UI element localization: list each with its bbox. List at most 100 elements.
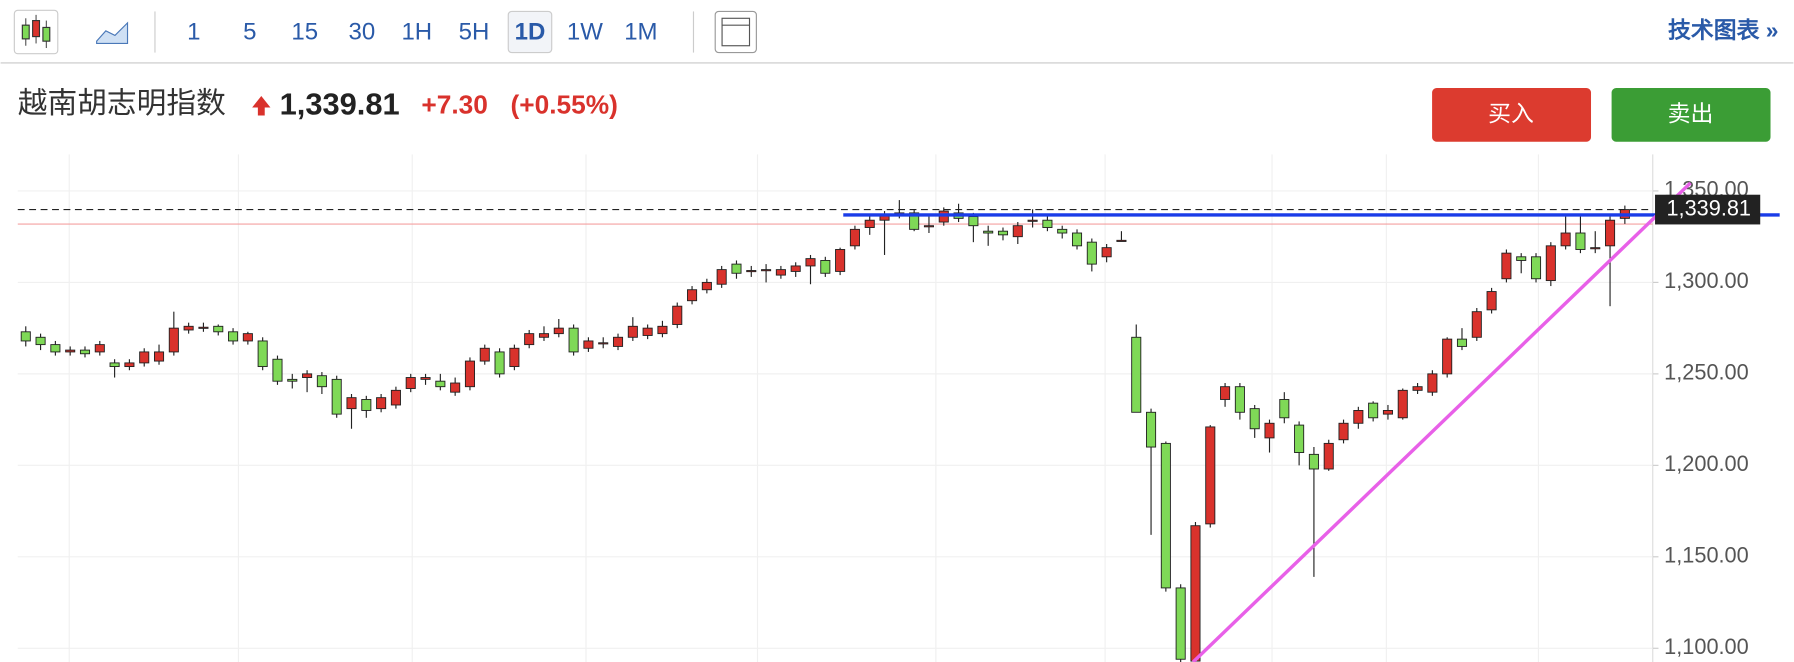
change: +7.30 bbox=[421, 89, 488, 119]
candle-body bbox=[1516, 256, 1527, 261]
candle-body bbox=[1190, 525, 1201, 662]
candle-body bbox=[479, 347, 490, 362]
candle-body bbox=[805, 258, 816, 267]
candle-body bbox=[1116, 239, 1127, 242]
price: 1,339.81 bbox=[280, 86, 400, 121]
index-name: 越南胡志明指数 bbox=[18, 87, 226, 120]
candle-body bbox=[228, 331, 239, 342]
candle-body bbox=[761, 269, 772, 272]
candle-body bbox=[1234, 386, 1245, 413]
candle-body bbox=[1249, 408, 1260, 430]
candle-body bbox=[316, 375, 327, 388]
candle-body bbox=[494, 351, 505, 375]
sell-button[interactable] bbox=[1611, 88, 1771, 142]
up-arrow bbox=[252, 96, 271, 116]
interval[interactable]: 5H bbox=[459, 19, 490, 46]
y-tick-label: 1,100.00 bbox=[1664, 634, 1749, 659]
y-tick-label: 1,150.00 bbox=[1664, 543, 1749, 568]
trend-drawing bbox=[1191, 181, 1692, 662]
candle-body bbox=[1530, 256, 1542, 280]
interval[interactable]: 1D bbox=[515, 19, 546, 46]
sell-label: 卖出 bbox=[1668, 101, 1714, 127]
candle-body bbox=[716, 269, 727, 285]
candle-body bbox=[302, 373, 313, 378]
candle-body bbox=[1057, 228, 1068, 234]
candle-body bbox=[1220, 386, 1231, 400]
candle-body bbox=[524, 333, 535, 346]
candle-body bbox=[272, 358, 283, 382]
candle-body bbox=[1308, 453, 1319, 470]
interval[interactable]: 1H bbox=[401, 19, 432, 46]
area-icon[interactable] bbox=[96, 21, 129, 45]
candle-body bbox=[1264, 422, 1275, 439]
candle-body bbox=[1590, 247, 1601, 250]
candle-body bbox=[1279, 399, 1290, 419]
candle-body bbox=[361, 399, 372, 411]
vertical-grid bbox=[68, 154, 1539, 662]
candle-body bbox=[983, 230, 994, 234]
candle-body bbox=[1442, 338, 1453, 375]
candle-body bbox=[538, 333, 550, 338]
candle-body bbox=[1205, 426, 1216, 525]
candle-body bbox=[20, 331, 31, 342]
candle-body bbox=[331, 378, 342, 415]
candle-body bbox=[1501, 252, 1512, 280]
candle-body bbox=[1545, 245, 1556, 282]
candle-body bbox=[405, 377, 416, 389]
y-tick-label: 1,250.00 bbox=[1664, 360, 1749, 385]
candle-body bbox=[168, 327, 179, 353]
candle-body bbox=[1456, 338, 1468, 347]
candle-body bbox=[346, 397, 357, 410]
interval[interactable]: 1M bbox=[624, 19, 657, 46]
candle-body bbox=[1338, 422, 1349, 441]
candle-body bbox=[213, 325, 224, 333]
candle-body bbox=[1368, 402, 1379, 419]
candle-body bbox=[701, 281, 712, 291]
candle-body bbox=[968, 216, 979, 227]
candle-body bbox=[909, 212, 920, 230]
candle-glyph bbox=[32, 20, 41, 38]
candle-body bbox=[376, 397, 387, 410]
candle-body bbox=[124, 362, 135, 368]
candle-body bbox=[1042, 219, 1053, 228]
candle-body bbox=[1086, 241, 1097, 265]
candle-body bbox=[672, 305, 683, 325]
technical-chart-link[interactable]: 技术图表 » bbox=[1668, 17, 1779, 43]
candle-glyph bbox=[42, 26, 51, 42]
y-tick-label: 1,200.00 bbox=[1664, 451, 1749, 476]
candle-body bbox=[835, 249, 846, 272]
interval[interactable]: 15 bbox=[291, 19, 318, 46]
candle-body bbox=[553, 327, 564, 335]
candle-body bbox=[1427, 373, 1438, 393]
candle-body bbox=[1397, 389, 1408, 419]
change-percent: (+0.55%) bbox=[511, 89, 618, 119]
candle-body bbox=[583, 340, 594, 349]
candle-body bbox=[731, 263, 742, 274]
candle-body bbox=[464, 360, 475, 388]
candle-body bbox=[1575, 232, 1586, 250]
y-tick-label: 1,300.00 bbox=[1664, 268, 1749, 293]
candle-body bbox=[923, 225, 934, 228]
candle-body bbox=[65, 349, 76, 353]
candle-body bbox=[1486, 291, 1497, 311]
candle-body bbox=[746, 270, 757, 273]
interval[interactable]: 1W bbox=[567, 19, 603, 46]
candle-body bbox=[94, 344, 105, 353]
candle-body bbox=[568, 327, 579, 353]
candle-body bbox=[420, 377, 431, 380]
interval[interactable]: 5 bbox=[243, 19, 256, 46]
last-price-box bbox=[1655, 194, 1761, 225]
candle-body bbox=[287, 378, 298, 382]
candle-body bbox=[1146, 411, 1157, 448]
buy-button[interactable] bbox=[1432, 88, 1592, 142]
candle-body bbox=[50, 344, 61, 353]
candle-body bbox=[1353, 410, 1364, 424]
candle-body bbox=[1471, 311, 1482, 338]
candle-body bbox=[390, 389, 401, 406]
interval[interactable]: 30 bbox=[349, 19, 376, 46]
interval[interactable]: 1 bbox=[187, 19, 200, 46]
candle-body bbox=[435, 380, 446, 388]
candle-body bbox=[820, 259, 831, 274]
candle-body bbox=[1175, 587, 1186, 660]
